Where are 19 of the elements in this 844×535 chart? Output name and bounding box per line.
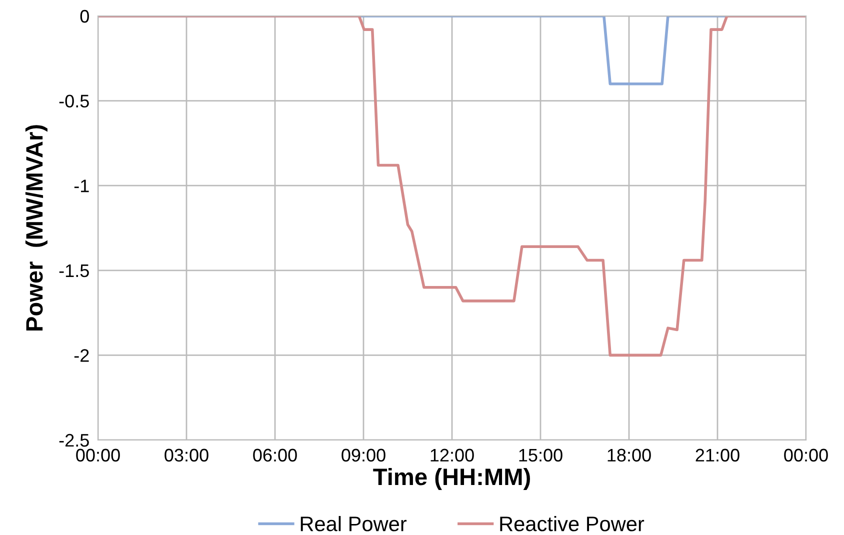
x-tick-label: 00:00 <box>76 448 120 462</box>
x-tick-label: 06:00 <box>253 448 297 462</box>
y-axis-title: Power (MW/MVAr) <box>25 125 48 330</box>
x-tick-label: 21:00 <box>696 448 740 462</box>
x-tick-label: 00:00 <box>784 448 828 462</box>
y-tick-label: -2 <box>74 349 89 362</box>
y-tick-label: -1.5 <box>59 264 89 278</box>
x-tick-label: 12:00 <box>430 448 474 462</box>
x-tick-label: 09:00 <box>342 448 386 462</box>
x-tick-label: 15:00 <box>519 448 562 462</box>
x-tick-label: 18:00 <box>608 448 651 462</box>
legend-label: Real Power <box>300 516 407 532</box>
y-tick-label: 0 <box>80 10 89 23</box>
x-axis-title: Time (HH:MM) <box>373 468 530 490</box>
y-tick-label: -0.5 <box>59 94 89 108</box>
y-tick-label: -1 <box>74 180 89 192</box>
legend-label: Reactive Power <box>500 516 644 532</box>
y-tick-label: -2.5 <box>59 434 89 447</box>
x-tick-label: 03:00 <box>164 448 208 462</box>
